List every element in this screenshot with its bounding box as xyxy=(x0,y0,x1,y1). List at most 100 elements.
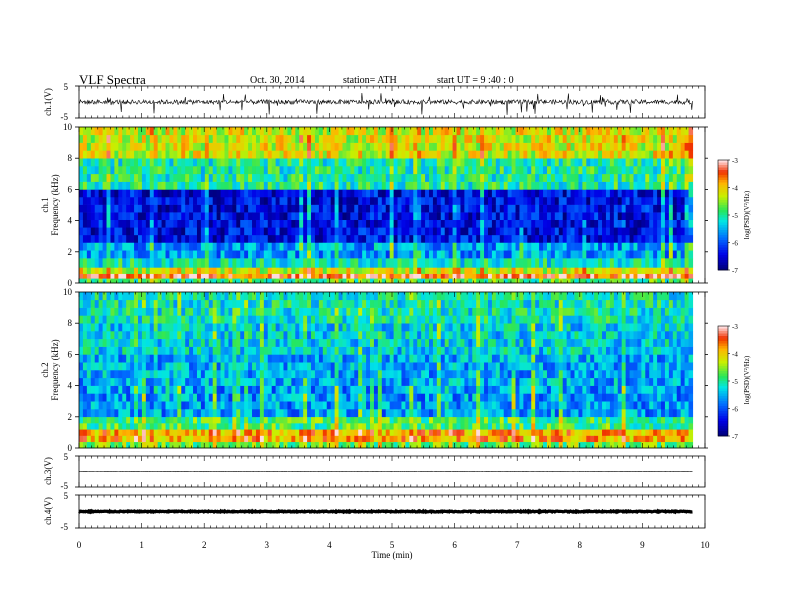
spectrogram-cell xyxy=(429,158,434,167)
spectrogram-cell xyxy=(586,158,591,167)
spectrogram-cell xyxy=(464,250,469,259)
spectrogram-cell xyxy=(322,234,328,243)
spectrogram-cell xyxy=(244,219,249,228)
spectrogram-cell xyxy=(204,429,210,436)
spectrogram-cell xyxy=(590,173,595,182)
spectrogram-cell xyxy=(122,323,127,332)
spectrogram-cell xyxy=(586,173,591,182)
spectrogram-cell xyxy=(370,142,375,151)
spectrogram-cell xyxy=(350,181,355,190)
spectrogram-cell xyxy=(118,258,123,268)
spectrogram-cell xyxy=(570,204,576,213)
spectrogram-cell xyxy=(487,273,493,279)
spectrogram-cell xyxy=(377,273,383,279)
spectrogram-cell xyxy=(259,227,265,236)
spectrogram-cell xyxy=(255,362,261,371)
spectrogram-cell xyxy=(137,354,143,363)
spectrogram-cell xyxy=(629,189,635,198)
spectrogram-cell xyxy=(342,354,348,363)
spectrogram-cell xyxy=(212,409,218,418)
spectrogram-cell xyxy=(429,142,434,151)
spectrogram-cell xyxy=(181,423,186,430)
spectrogram-cell xyxy=(444,166,450,175)
spectrogram-cell xyxy=(224,181,230,190)
spectrogram-cell xyxy=(204,338,210,347)
spectrogram-cell xyxy=(342,181,348,190)
spectrogram-cell xyxy=(377,307,383,316)
spectrogram-cell xyxy=(318,292,324,301)
spectrogram-cell xyxy=(562,196,568,205)
spectrogram-cell xyxy=(330,150,336,159)
spectrogram-cell xyxy=(464,227,469,236)
spectrogram-cell xyxy=(208,346,214,355)
spectrogram-cell xyxy=(208,219,214,228)
spectrogram-cell xyxy=(346,416,351,424)
spectrogram-cell xyxy=(311,423,316,430)
spectrogram-cell xyxy=(102,299,108,308)
spectrogram-cell xyxy=(503,150,509,159)
spectrogram-cell xyxy=(165,338,171,347)
spectrogram-cell xyxy=(370,250,375,259)
spectrogram-cell xyxy=(476,204,481,213)
spectrogram-cell xyxy=(94,401,100,410)
spectrogram-cell xyxy=(409,219,414,228)
spectrogram-cell xyxy=(354,292,359,301)
spectrogram-cell xyxy=(436,258,442,268)
spectrogram-cell xyxy=(649,242,654,251)
spectrogram-cell xyxy=(373,346,379,355)
spectrogram-cell xyxy=(248,401,253,410)
spectrogram-cell xyxy=(252,435,257,443)
spectrogram-cell xyxy=(621,250,627,259)
spectrogram-cell xyxy=(303,385,308,394)
spectrogram-cell xyxy=(582,158,587,167)
spectrogram-cell xyxy=(350,273,355,279)
spectrogram-cell xyxy=(484,134,489,143)
spectrogram-cell xyxy=(279,346,285,355)
spectrogram-cell xyxy=(582,173,587,182)
spectrogram-cell xyxy=(259,181,265,190)
spectrogram-cell xyxy=(255,234,261,243)
spectrogram-cell xyxy=(645,181,650,190)
spectrogram-cell xyxy=(609,173,615,182)
spectrogram-cell xyxy=(370,441,375,449)
spectrogram-cell xyxy=(480,273,485,279)
spectrogram-cell xyxy=(377,401,383,410)
spectrogram-cell xyxy=(275,331,281,340)
spectrogram-cell xyxy=(397,273,403,279)
spectrogram-cell xyxy=(90,189,96,198)
spectrogram-cell xyxy=(342,242,348,251)
spectrogram-cell xyxy=(212,142,218,151)
spectrogram-cell xyxy=(189,134,194,143)
spectrogram-cell xyxy=(307,258,312,268)
spectrogram-cell xyxy=(338,377,344,386)
spectrogram-cell xyxy=(334,370,340,379)
spectrogram-cell xyxy=(676,181,682,190)
spectrogram-cell xyxy=(334,181,340,190)
spectrogram-cell xyxy=(252,315,257,324)
spectrogram-cell xyxy=(342,315,348,324)
spectrogram-cell xyxy=(177,370,182,379)
colorbar-segment xyxy=(718,182,728,186)
spectrogram-cell xyxy=(232,299,237,308)
spectrogram-cell xyxy=(134,212,139,221)
spectrogram-cell xyxy=(279,354,285,363)
spectrogram-cell xyxy=(314,323,320,332)
spectrogram-cell xyxy=(531,250,536,259)
spectrogram-cell xyxy=(267,338,273,347)
spectrogram-cell xyxy=(661,234,666,243)
spectrogram-cell xyxy=(303,331,308,340)
spectrogram-cell xyxy=(358,385,363,394)
spectrogram-cell xyxy=(393,219,399,228)
spectrogram-cell xyxy=(232,338,237,347)
spectrogram-cell xyxy=(566,219,572,228)
spectrogram-cell xyxy=(169,307,174,316)
spectrogram-cell xyxy=(165,234,171,243)
spectrogram-cell xyxy=(114,338,119,347)
spectrogram-cell xyxy=(196,212,202,221)
spectrogram-cell xyxy=(649,273,654,279)
spectrogram-cell xyxy=(334,435,340,443)
ch1-ytick-top: 5 xyxy=(64,82,69,92)
spectrogram-cell xyxy=(389,196,395,205)
spectrogram-cell xyxy=(232,331,237,340)
spectrogram-cell xyxy=(484,273,489,279)
